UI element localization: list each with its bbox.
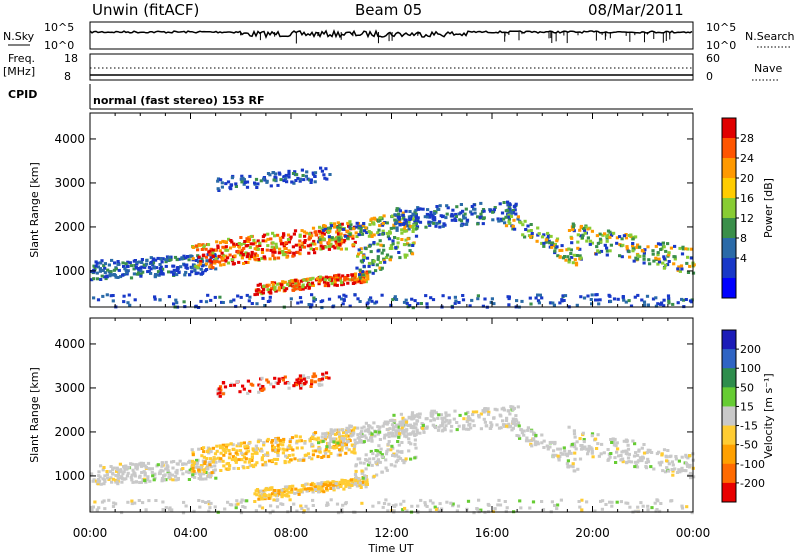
velocity-scatter — [90, 371, 696, 515]
colorbar-swatch — [722, 238, 736, 259]
y-axis-label: Slant Range [km] — [28, 162, 41, 258]
x-axis-label: Time UT — [367, 542, 413, 554]
colorbar-tick: 20 — [740, 172, 754, 185]
colorbar-tick: 28 — [740, 132, 754, 145]
colorbar-swatch — [722, 118, 736, 139]
colorbar-swatch — [722, 278, 736, 299]
colorbar-label: Velocity [m s⁻¹] — [762, 373, 775, 458]
nsearch-label: N.Search — [745, 30, 795, 43]
y-axis-label: Slant Range [km] — [28, 367, 41, 463]
colorbar-tick: 24 — [740, 152, 754, 165]
colorbar-swatch — [722, 387, 736, 407]
colorbar-swatch — [722, 178, 736, 199]
y-tick-label: 2000 — [54, 425, 85, 439]
cpid-value: normal (fast stereo) 153 RF — [93, 94, 265, 107]
station-title: Unwin (fitACF) — [92, 1, 199, 19]
velocity-colorbar: 200 100 50 15 -15 -50 -100 -200 Velocity [m s⁻¹] — [721, 329, 775, 503]
y-tick-label: 4000 — [54, 337, 85, 351]
freq-label: Freq. — [8, 52, 35, 65]
power-scatter — [90, 166, 696, 310]
colorbar-swatch — [722, 258, 736, 279]
x-tick-label: 04:00 — [173, 526, 208, 540]
nsky-label: N.Sky — [3, 30, 35, 43]
colorbar-swatch — [722, 425, 736, 446]
y-tick-label: 4000 — [54, 132, 85, 146]
colorbar-tick: -50 — [740, 439, 758, 452]
colorbar-swatch — [722, 198, 736, 219]
velocity-frame — [89, 317, 694, 513]
cpid-label: CPID — [8, 88, 37, 101]
colorbar-tick: -15 — [740, 420, 758, 433]
y-tick-label: 1000 — [54, 469, 85, 483]
colorbar-tick: -100 — [740, 458, 765, 471]
nave-tick-bottom: 0 — [706, 70, 713, 83]
nave-tick-top: 60 — [706, 52, 720, 65]
x-tick-label: 12:00 — [374, 526, 409, 540]
power-frame — [89, 112, 694, 308]
y-tick-label: 1000 — [54, 264, 85, 278]
colorbar-swatch — [722, 349, 736, 369]
colorbar-swatch — [722, 218, 736, 239]
noise-tick-bottom: 10^0 — [44, 39, 74, 52]
nave-label: Nave — [754, 62, 782, 75]
colorbar-swatch — [722, 158, 736, 179]
colorbar-swatch — [722, 368, 736, 388]
y-tick-label: 3000 — [54, 176, 85, 190]
colorbar-tick: 50 — [740, 381, 754, 394]
noise-panel: N.Sky 10^5 10^0 10^5 10^0 N.Search — [3, 21, 795, 52]
power-colorbar: 28 24 20 16 12 8 4 Power [dB] — [721, 117, 775, 299]
colorbar-tick: -200 — [740, 477, 765, 490]
colorbar-tick: 100 — [740, 362, 761, 375]
freq-tick-top: 18 — [64, 52, 78, 65]
colorbar-swatch — [722, 406, 736, 427]
colorbar-tick: 4 — [740, 252, 747, 265]
colorbar-swatch — [722, 330, 736, 350]
x-tick-label: 00:00 — [73, 526, 108, 540]
colorbar-swatch — [722, 444, 736, 465]
y-tick-label: 2000 — [54, 220, 85, 234]
noise-tick-top-right: 10^5 — [706, 21, 736, 34]
colorbar-swatch — [722, 138, 736, 159]
beam-title: Beam 05 — [355, 1, 422, 19]
x-tick-label: 16:00 — [475, 526, 510, 540]
colorbar-swatch — [722, 463, 736, 484]
colorbar-tick: 8 — [740, 232, 747, 245]
noise-tick-top: 10^5 — [44, 21, 74, 34]
colorbar-tick: 16 — [740, 192, 754, 205]
colorbar-tick: 200 — [740, 343, 761, 356]
freq-unit: [MHz] — [3, 65, 35, 78]
colorbar-label: Power [dB] — [762, 178, 775, 238]
freq-panel: Freq. [MHz] 18 8 60 0 Nave — [3, 52, 782, 83]
noise-trace — [89, 28, 693, 44]
cpid-panel: CPID normal (fast stereo) 153 RF — [8, 84, 693, 110]
x-tick-label: 00:00 — [676, 526, 711, 540]
noise-tick-bottom-right: 10^0 — [706, 39, 736, 52]
x-tick-label: 08:00 — [274, 526, 309, 540]
colorbar-tick: 12 — [740, 212, 754, 225]
velocity-panel: 1000 2000 3000 4000 Slant Range [km] 200 100 50… — [28, 317, 775, 515]
y-tick-label: 3000 — [54, 381, 85, 395]
colorbar-swatch — [722, 482, 736, 503]
x-tick-label: 20:00 — [575, 526, 610, 540]
colorbar-tick: 15 — [740, 400, 754, 413]
freq-tick-bottom: 8 — [64, 70, 71, 83]
time-axis: 00:00 04:00 08:00 12:00 16:00 20:00 00:00 — [73, 526, 711, 540]
date-title: 08/Mar/2011 — [588, 1, 684, 19]
power-panel: 1000 2000 3000 4000 Slant Range [km] 28 24 20 16… — [28, 112, 775, 310]
